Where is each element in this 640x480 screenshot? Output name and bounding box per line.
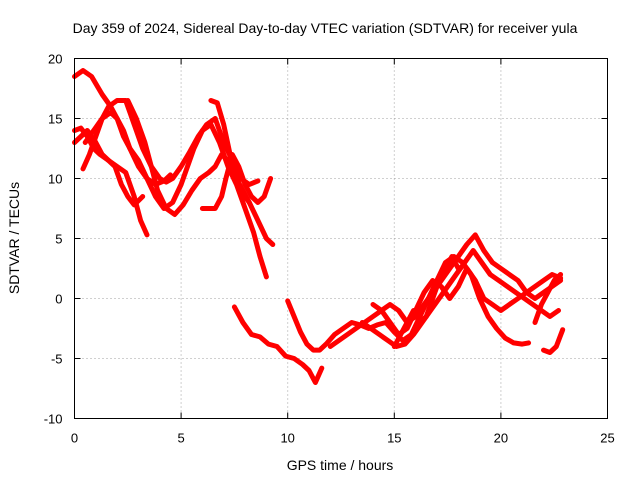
y-tick-label: 15	[48, 112, 62, 127]
y-tick-label: -5	[51, 352, 63, 367]
x-axis-label: GPS time / hours	[287, 457, 394, 473]
series-group	[72, 68, 566, 385]
series-line-track-14	[391, 254, 461, 349]
x-tick-label: 5	[177, 431, 184, 446]
series-line-track-11	[327, 232, 564, 349]
y-tick-label: 0	[55, 292, 62, 307]
x-tick-label: 25	[600, 431, 614, 446]
y-tick-label: 5	[55, 232, 62, 247]
x-tick-label: 15	[387, 431, 401, 446]
series-line-track-3	[72, 128, 146, 208]
y-tick-label: 20	[48, 52, 62, 67]
series-line-track-15	[532, 272, 564, 325]
y-tick-label: -10	[44, 412, 63, 427]
x-tick-label: 10	[280, 431, 294, 446]
series-line-track-8	[208, 98, 252, 205]
chart-title: Day 359 of 2024, Sidereal Day-to-day VTE…	[73, 20, 578, 36]
y-axis-label: SDTVAR / TECUs	[6, 182, 22, 294]
x-tick-label: 0	[71, 431, 78, 446]
x-tick-label: 20	[494, 431, 508, 446]
series-line-track-9	[231, 304, 325, 385]
series-line-track-16	[541, 327, 566, 355]
grid	[74, 58, 608, 419]
tick-labels: 0 5 10 15 20 25 -10 -5 0 5 10 15 20	[44, 52, 615, 446]
series-line-track-10	[285, 254, 532, 353]
series-line-track-5	[82, 110, 269, 280]
series-line-track-7	[199, 152, 274, 211]
ticks	[74, 58, 608, 419]
y-tick-label: 10	[48, 172, 62, 187]
plot-frame	[74, 58, 608, 419]
